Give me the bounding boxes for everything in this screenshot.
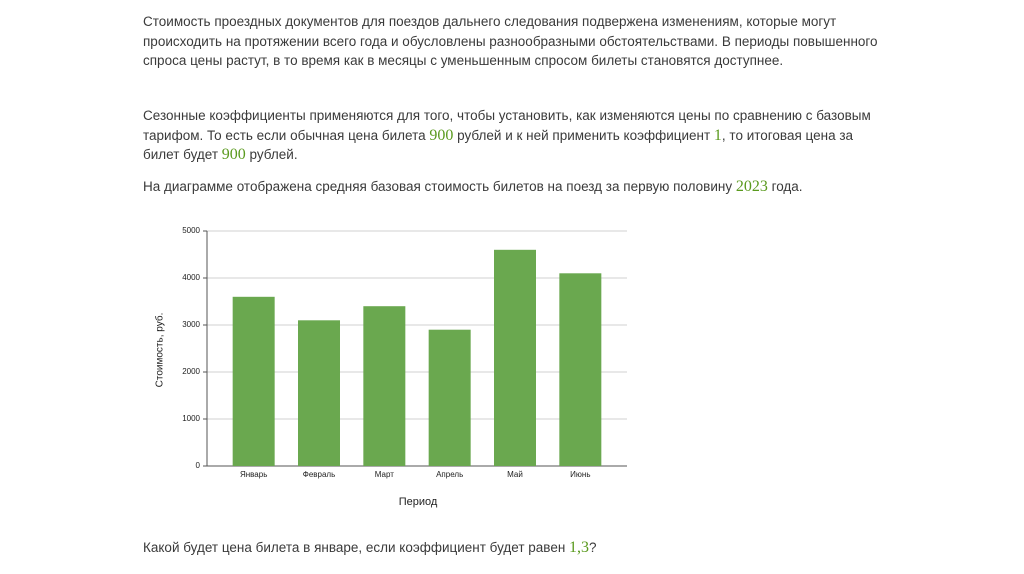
- y-tick-label: 3000: [182, 320, 200, 329]
- x-axis-label: Период: [399, 496, 438, 508]
- text: Стоимость проездных документов для поезд…: [143, 14, 878, 68]
- math-number: 1,3: [569, 539, 590, 556]
- math-number: 900: [429, 126, 454, 144]
- text: ?: [589, 540, 597, 555]
- paragraph: Сезонные коэффициенты применяются для то…: [143, 106, 888, 165]
- paragraph: На диаграмме отображена средняя базовая …: [143, 177, 888, 197]
- x-tick-label: Март: [375, 470, 394, 479]
- x-tick-label: Июнь: [570, 470, 590, 479]
- bar: [363, 306, 406, 466]
- x-tick-label: Апрель: [436, 470, 463, 479]
- question: Какой будет цена билета в январе, если к…: [143, 538, 888, 558]
- math-number: 900: [221, 146, 246, 163]
- math-number: 2023: [735, 178, 768, 195]
- text: года.: [767, 179, 803, 194]
- x-tick-label: Февраль: [303, 470, 336, 479]
- paragraph: Стоимость проездных документов для поезд…: [143, 12, 888, 71]
- bar: [559, 273, 602, 466]
- x-tick-label: Январь: [240, 470, 267, 479]
- x-tick-label: Май: [507, 470, 523, 479]
- bar: [494, 249, 536, 466]
- y-axis-label: Стоимость, руб.: [154, 313, 166, 388]
- text: рублей.: [245, 147, 298, 162]
- y-tick-label: 0: [196, 461, 201, 470]
- y-tick-label: 4000: [182, 273, 200, 282]
- y-tick-label: 1000: [182, 414, 200, 423]
- bar: [232, 296, 275, 466]
- bar: [428, 329, 471, 466]
- text: рублей и к ней применить коэффициент: [453, 127, 714, 143]
- bar: [298, 320, 340, 466]
- y-tick-label: 2000: [182, 367, 200, 376]
- text: , то итоговая цена за билет будет: [143, 127, 854, 163]
- text: Сезонные коэффициенты применяются для то…: [143, 108, 871, 143]
- y-tick-label: 5000: [182, 226, 200, 235]
- text: Какой будет цена билета в январе, если к…: [143, 540, 570, 555]
- text: На диаграмме отображена средняя базовая …: [143, 179, 736, 194]
- math-number: 1: [713, 126, 722, 144]
